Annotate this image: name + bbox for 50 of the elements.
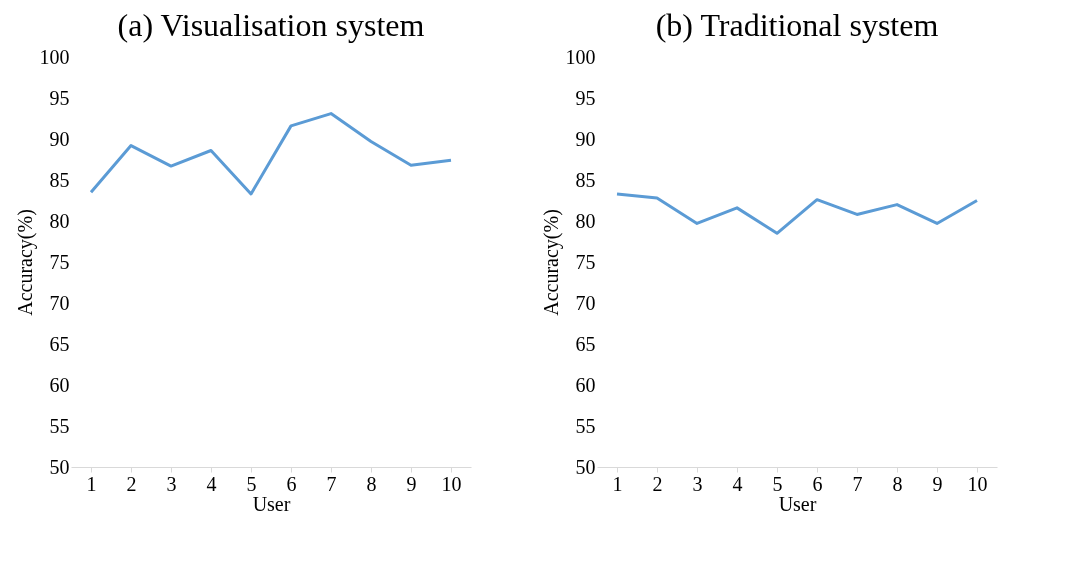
- x-tick-label: 10: [967, 472, 988, 495]
- x-tick-label: 9: [932, 472, 943, 495]
- x-tick-label: 5: [772, 472, 783, 495]
- line-series: [615, 192, 979, 235]
- y-tick-label: 85: [49, 168, 70, 191]
- line-series: [89, 112, 453, 196]
- y-tick-label: 75: [49, 250, 70, 273]
- y-tick-label: 100: [39, 45, 70, 68]
- x-axis-title: User: [252, 492, 291, 515]
- x-tick-label: 1: [86, 472, 97, 495]
- y-tick-label: 65: [575, 332, 596, 355]
- x-tick-label: 8: [892, 472, 903, 495]
- x-tick-label: 2: [652, 472, 663, 495]
- y-tick-label: 50: [575, 455, 596, 478]
- y-tick-label: 90: [575, 127, 596, 150]
- x-tick-label: 9: [406, 472, 417, 495]
- y-tick-label: 80: [575, 209, 596, 232]
- x-tick-label: 6: [286, 472, 297, 495]
- y-tick-label: 75: [575, 250, 596, 273]
- y-tick-label: 95: [49, 86, 70, 109]
- y-tick-label: 80: [49, 209, 70, 232]
- y-tick-label: 60: [575, 373, 596, 396]
- y-tick-label: 55: [49, 414, 70, 437]
- x-tick-label: 4: [732, 472, 743, 495]
- x-tick-label: 7: [326, 472, 337, 495]
- y-tick-label: 85: [575, 168, 596, 191]
- x-tick-label: 3: [166, 472, 177, 495]
- y-tick-label: 70: [49, 291, 70, 314]
- x-tick-label: 2: [126, 472, 137, 495]
- x-tick-label: 1: [612, 472, 623, 495]
- x-tick-label: 7: [852, 472, 863, 495]
- x-tick-label: 6: [812, 472, 823, 495]
- x-axis-title: User: [778, 492, 817, 515]
- chart-title: (b) Traditional system: [655, 7, 939, 43]
- y-tick-label: 50: [49, 455, 70, 478]
- y-tick-label: 65: [49, 332, 70, 355]
- y-axis-title: Accuracy(%): [13, 209, 37, 316]
- y-tick-label: 60: [49, 373, 70, 396]
- x-tick-label: 10: [441, 472, 462, 495]
- y-tick-label: 70: [575, 291, 596, 314]
- y-tick-label: 90: [49, 127, 70, 150]
- x-tick-label: 3: [692, 472, 703, 495]
- x-tick-label: 8: [366, 472, 377, 495]
- y-tick-label: 100: [565, 45, 596, 68]
- y-axis-title: Accuracy(%): [539, 209, 563, 316]
- y-tick-label: 55: [575, 414, 596, 437]
- y-tick-label: 95: [575, 86, 596, 109]
- chart-title: (a) Visualisation system: [117, 7, 425, 43]
- x-tick-label: 4: [206, 472, 217, 495]
- x-tick-label: 5: [246, 472, 257, 495]
